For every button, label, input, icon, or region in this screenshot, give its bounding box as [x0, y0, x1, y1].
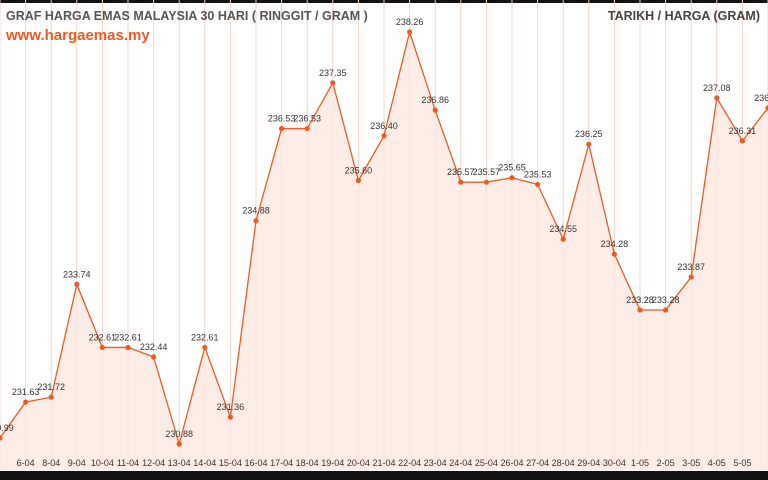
data-label: 231.72: [37, 382, 65, 392]
data-label: 235.57: [447, 167, 475, 177]
data-label: 236.25: [575, 129, 603, 139]
x-tick-label: 12-04: [142, 458, 165, 468]
data-label: 237.08: [703, 83, 731, 93]
data-point: [535, 181, 541, 188]
data-point: [227, 414, 233, 420]
x-tick-label: 21-04: [372, 458, 395, 468]
x-tick-label: 5-05: [733, 458, 751, 468]
data-label: 233.28: [652, 295, 680, 305]
x-tick-label: 20-04: [347, 458, 370, 468]
data-point: [202, 344, 208, 351]
data-point: [739, 138, 746, 144]
data-point: [483, 179, 489, 185]
x-tick-label: 27-04: [526, 458, 549, 468]
data-point: [586, 141, 592, 147]
data-label: 236.53: [293, 114, 321, 124]
x-tick-label: 13-04: [168, 458, 191, 468]
data-point: [458, 179, 464, 185]
data-label: 235.57: [473, 167, 501, 177]
data-point: [48, 394, 54, 400]
chart-title: GRAF HARGA EMAS MALAYSIA 30 HARI ( RINGG…: [6, 9, 368, 23]
data-point: [253, 218, 259, 224]
x-tick-label: 15-04: [219, 458, 242, 468]
x-tick-label: 17-04: [270, 458, 293, 468]
data-label: 236.53: [268, 114, 296, 124]
data-point: [560, 236, 566, 242]
x-tick-label: 3-05: [682, 458, 700, 468]
data-label: 233.28: [626, 295, 654, 305]
data-label: 232.44: [140, 342, 168, 352]
data-point: [125, 344, 131, 351]
data-point: [637, 307, 643, 313]
data-label: 234.28: [601, 239, 629, 249]
data-label: 230.88: [165, 429, 193, 439]
bottom-border: [0, 471, 768, 480]
data-point: [279, 125, 285, 132]
data-label: 233.74: [63, 269, 91, 279]
data-label: 232.61: [89, 332, 117, 342]
x-tick-label: 28-04: [552, 458, 575, 468]
data-point: [23, 399, 29, 405]
data-point: [407, 29, 413, 35]
data-point: [432, 107, 438, 113]
data-label: 237.35: [319, 68, 347, 78]
x-tick-label: 29-04: [577, 458, 600, 468]
x-tick-label: 10-04: [91, 458, 114, 468]
data-point: [74, 281, 80, 287]
data-point: [0, 435, 3, 441]
x-tick-label: 8-04: [42, 458, 60, 468]
data-point: [381, 133, 387, 139]
data-label: 235.60: [345, 165, 373, 175]
data-label: 232.61: [191, 332, 219, 342]
data-point: [99, 344, 105, 351]
data-label: 236.86: [421, 95, 449, 105]
data-label: 238.26: [396, 17, 424, 27]
data-point: [688, 274, 694, 280]
area-fill: [0, 32, 768, 470]
x-tick-label: 24-04: [449, 458, 472, 468]
data-label: 236.40: [370, 121, 398, 131]
data-label: 236.31: [729, 126, 757, 136]
data-point: [355, 177, 361, 184]
data-point: [611, 251, 618, 257]
data-point: [176, 441, 182, 447]
x-tick-label: 1-05: [631, 458, 649, 468]
data-label: 233.87: [677, 262, 705, 272]
data-label: 235.53: [524, 169, 552, 179]
x-tick-label: 18-04: [296, 458, 319, 468]
data-point: [304, 125, 310, 132]
data-label: 234.88: [242, 206, 270, 216]
data-label: 231.36: [217, 402, 245, 412]
data-point: [714, 95, 720, 101]
data-label: 236.90: [754, 93, 768, 103]
x-tick-label: 14-04: [193, 458, 216, 468]
data-label: 234.55: [549, 224, 577, 234]
data-point: [765, 105, 768, 111]
x-tick-label: 26-04: [500, 458, 523, 468]
data-point: [151, 354, 157, 360]
legend-label: TARIKH / HARGA (GRAM): [607, 9, 760, 23]
data-point: [330, 80, 336, 86]
data-point: [663, 307, 669, 313]
x-tick-label: 6-04: [17, 458, 35, 468]
x-tick-label: 19-04: [321, 458, 344, 468]
site-url-link[interactable]: www.hargaemas.my: [6, 27, 150, 44]
x-tick-label: 16-04: [244, 458, 267, 468]
data-label: 230.99: [0, 423, 14, 433]
x-tick-label: 2-05: [657, 458, 675, 468]
x-tick-label: 11-04: [117, 458, 139, 468]
data-label: 235.65: [498, 163, 526, 173]
x-tick-label: 9-04: [68, 458, 86, 468]
x-tick-label: 30-04: [603, 458, 626, 468]
x-tick-label: 22-04: [398, 458, 421, 468]
x-tick-label: 25-04: [475, 458, 498, 468]
data-label: 231.63: [12, 387, 40, 397]
x-tick-label: 4-05: [708, 458, 726, 468]
data-point: [509, 175, 515, 181]
data-label: 232.61: [114, 332, 142, 342]
x-tick-label: 23-04: [424, 458, 447, 468]
